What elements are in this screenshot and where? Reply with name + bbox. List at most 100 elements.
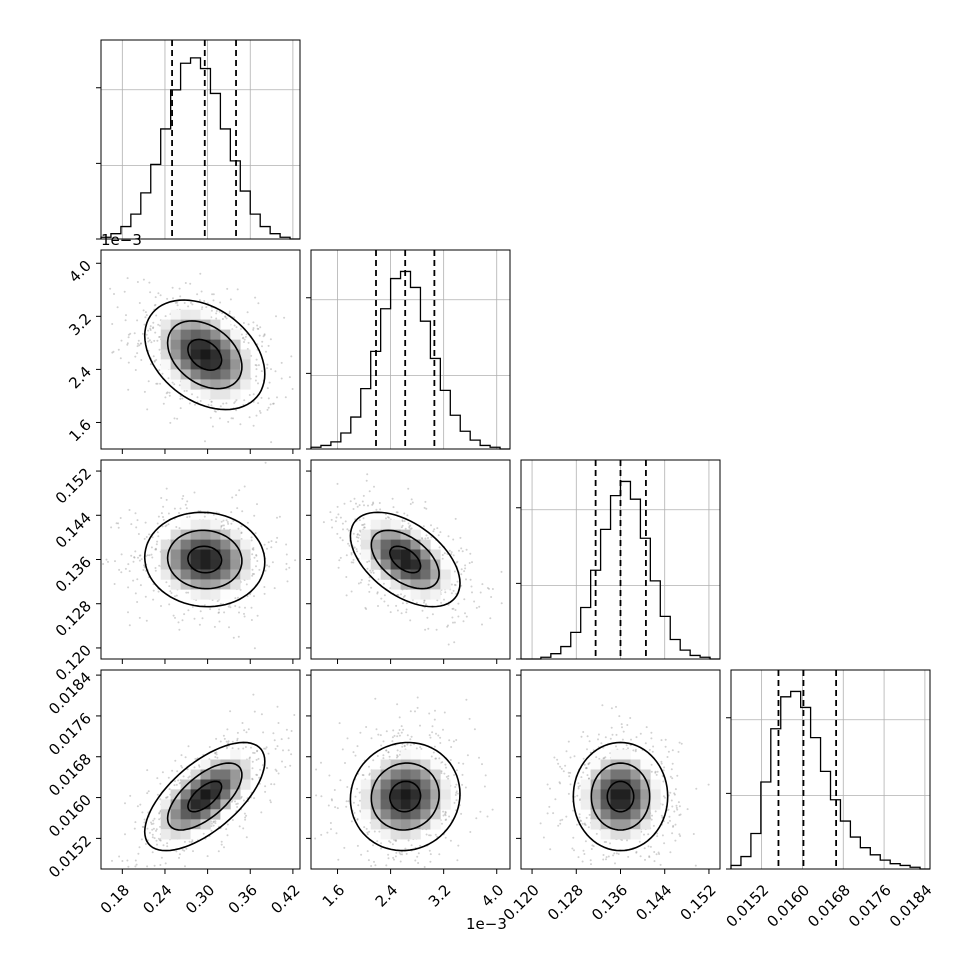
scatter-point [253, 797, 256, 800]
scatter-point [273, 587, 276, 590]
scatter-point [567, 792, 570, 795]
scatter-point [388, 516, 390, 519]
scatter-point [267, 541, 270, 544]
scatter-point [358, 519, 361, 522]
scatter-point [357, 582, 360, 585]
scatter-point [260, 713, 263, 716]
scatter-point [663, 766, 666, 769]
scatter-point [406, 743, 409, 746]
scatter-point [400, 526, 403, 529]
scatter-point [152, 327, 154, 330]
contour-line [606, 780, 635, 813]
scatter-point [227, 522, 230, 525]
scatter-point [214, 410, 217, 413]
scatter-point [425, 833, 428, 836]
scatter-point [271, 561, 274, 564]
scatter-point [168, 603, 171, 606]
scatter-point [425, 507, 428, 510]
scatter-point [437, 734, 440, 737]
scatter-point [389, 611, 392, 614]
scatter-point [358, 534, 361, 537]
scatter-point [600, 742, 603, 745]
scatter-point [557, 824, 560, 827]
scatter-point [218, 310, 221, 313]
scatter-point [231, 747, 234, 750]
scatter-point [234, 800, 236, 803]
panel-background [731, 670, 930, 869]
scatter-point [265, 766, 268, 769]
scatter-point [627, 855, 630, 858]
scatter-point [625, 744, 628, 747]
scatter-point [621, 738, 624, 741]
scatter-point [359, 809, 362, 812]
density-cell [370, 559, 381, 570]
density-cell [390, 529, 401, 540]
scatter-point [395, 851, 398, 854]
scatter-point [421, 609, 424, 612]
scatter-point [253, 752, 256, 754]
scatter-point [419, 746, 422, 749]
scatter-point [469, 831, 472, 833]
scatter-point [643, 847, 646, 850]
scatter-point [658, 853, 661, 855]
scatter-point [559, 765, 562, 768]
scatter-point [455, 790, 458, 793]
x-tick-label: 1.6 [319, 881, 349, 911]
scatter-point [559, 782, 562, 785]
scatter-point [486, 587, 489, 589]
scatter-point [221, 318, 224, 320]
scatter-point [370, 865, 373, 867]
density-cell [420, 819, 431, 830]
scatter-point [266, 547, 268, 550]
scatter-point [151, 836, 154, 839]
scatter-point [157, 837, 160, 840]
density-cell [190, 779, 201, 790]
scatter-point [405, 852, 408, 855]
scatter-point [330, 798, 333, 801]
density-cell [400, 829, 411, 840]
scatter-point [181, 619, 184, 622]
density-cell [410, 539, 421, 550]
scatter-point [352, 801, 355, 804]
scatter-point [173, 784, 176, 787]
scatter-point [188, 775, 191, 778]
scatter-point [337, 858, 340, 861]
scatter-point [266, 387, 269, 390]
density-cell [430, 799, 441, 810]
scatter-point [442, 810, 445, 813]
scatter-point [439, 531, 442, 534]
scatter-point [267, 752, 270, 755]
scatter-point [320, 795, 323, 798]
scatter-point [265, 746, 268, 749]
scatter-point [622, 748, 625, 750]
scatter-point [134, 369, 137, 371]
scatter-point [396, 609, 399, 612]
scatter-point [251, 760, 254, 763]
density-cell [160, 329, 171, 340]
scatter-point [355, 536, 358, 539]
density-cell [220, 779, 231, 790]
scatter-point [212, 821, 215, 824]
scatter-point [291, 388, 294, 390]
scatter-point [615, 733, 618, 736]
scatter-point [164, 525, 167, 528]
density-cell [190, 789, 201, 800]
scatter-point [398, 716, 401, 719]
scatter-point [400, 731, 403, 734]
scatter-point [219, 405, 222, 408]
scatter-point [366, 833, 369, 836]
scatter-point [204, 440, 206, 443]
scatter-point [587, 762, 590, 765]
density-cell [240, 369, 251, 380]
scatter-point [588, 761, 591, 764]
scatter-point [579, 819, 582, 822]
scatter-point [127, 333, 130, 336]
scatter-point [396, 749, 399, 752]
scatter-point [231, 819, 234, 821]
scatter-point [138, 846, 141, 849]
scatter-point [380, 842, 383, 845]
panel-frame [100, 459, 301, 660]
scatter-point [143, 390, 146, 393]
scatter-point [453, 583, 456, 586]
scatter-point [602, 757, 605, 760]
